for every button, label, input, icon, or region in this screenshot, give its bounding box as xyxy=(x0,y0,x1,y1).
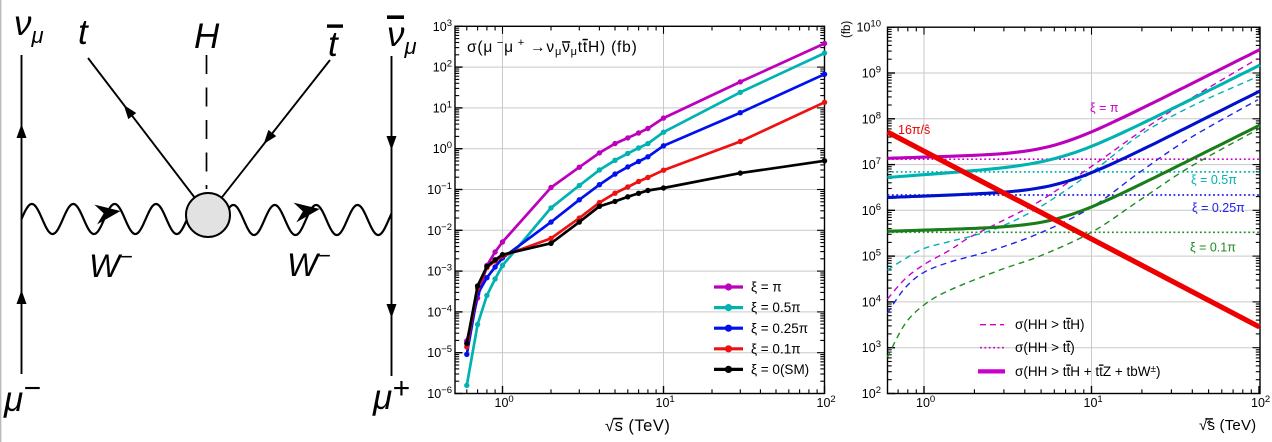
svg-text:ξ = 0.5π: ξ = 0.5π xyxy=(1191,173,1237,187)
svg-text:√s (TeV): √s (TeV) xyxy=(605,417,670,435)
svg-text:σ(HH > ttH): σ(HH > ttH) xyxy=(1015,317,1084,332)
svg-text:(fb): (fb) xyxy=(841,21,853,38)
svg-text:ξ = 0.25π: ξ = 0.25π xyxy=(1192,201,1245,215)
svg-text:16π/ŝ: 16π/ŝ xyxy=(898,123,930,137)
svg-text:t: t xyxy=(78,13,89,52)
svg-text:ξ = π: ξ = π xyxy=(1090,101,1119,115)
svg-text:√s (TeV): √s (TeV) xyxy=(1199,417,1256,434)
svg-text:ξ = 0.1π: ξ = 0.1π xyxy=(751,341,801,356)
svg-text:ξ = 0.25π: ξ = 0.25π xyxy=(751,321,808,336)
svg-text:ξ = 0.5π: ξ = 0.5π xyxy=(751,300,801,315)
svg-text:σ(μ −μ + →νμνμttH) (fb): σ(μ −μ + →νμνμttH) (fb) xyxy=(467,37,638,58)
svg-text:σ(HH > tt): σ(HH > tt) xyxy=(1015,340,1075,355)
svg-text:ξ = 0(SM): ξ = 0(SM) xyxy=(751,362,809,377)
svg-text:t: t xyxy=(328,25,339,64)
svg-text:ξ = π: ξ = π xyxy=(751,280,782,295)
svg-text:σ(HH > ttH + ttZ + tbW±): σ(HH > ttH + ttZ + tbW±) xyxy=(1015,364,1161,379)
svg-text:H: H xyxy=(194,17,220,56)
svg-text:ξ = 0.1π: ξ = 0.1π xyxy=(1190,241,1236,255)
